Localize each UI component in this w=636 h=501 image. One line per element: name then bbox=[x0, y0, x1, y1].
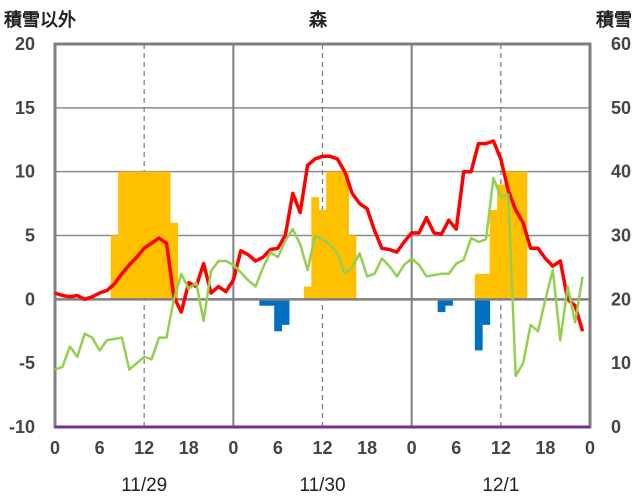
x-hour-tick-label: 0 bbox=[50, 438, 60, 458]
bar bbox=[474, 273, 483, 300]
bar-layer bbox=[110, 171, 528, 351]
date-label: 11/30 bbox=[299, 475, 345, 496]
y-left-tick-label: 10 bbox=[15, 162, 35, 182]
bar bbox=[311, 197, 320, 300]
chart-title: 森 bbox=[309, 9, 328, 30]
x-hour-tick-label: 18 bbox=[535, 438, 555, 458]
series-line bbox=[54, 176, 584, 378]
y-right-tick-label: 40 bbox=[611, 162, 631, 182]
x-hour-tick-label: 0 bbox=[407, 438, 417, 458]
x-hour-tick-label: 6 bbox=[451, 438, 461, 458]
bar bbox=[497, 184, 505, 300]
bar bbox=[266, 299, 275, 306]
bar bbox=[147, 171, 156, 300]
bar bbox=[318, 209, 327, 300]
date-label: 12/1 bbox=[482, 475, 519, 496]
left-axis-title: 積雪以外 bbox=[3, 9, 76, 30]
bar bbox=[482, 299, 491, 325]
bar bbox=[140, 171, 149, 300]
bar bbox=[482, 273, 491, 300]
bar bbox=[519, 171, 528, 300]
line-layer bbox=[54, 139, 590, 429]
series-line bbox=[54, 139, 585, 332]
bar bbox=[326, 171, 335, 300]
x-hour-tick-label: 12 bbox=[312, 438, 332, 458]
x-hour-tick-label: 12 bbox=[491, 438, 511, 458]
bar bbox=[281, 299, 290, 325]
x-hour-tick-label: 6 bbox=[273, 438, 283, 458]
bar bbox=[511, 171, 520, 300]
y-left-tick-label: -5 bbox=[19, 353, 35, 373]
bar bbox=[162, 171, 171, 300]
y-right-tick-label: 50 bbox=[611, 98, 631, 118]
right-axis-title: 積雪 bbox=[595, 9, 632, 30]
bar bbox=[445, 299, 453, 306]
y-right-tick-label: 60 bbox=[611, 34, 631, 54]
x-hour-tick-label: 0 bbox=[585, 438, 595, 458]
bar bbox=[474, 299, 483, 351]
y-right-tick-label: 0 bbox=[611, 417, 621, 437]
x-hour-tick-label: 6 bbox=[95, 438, 105, 458]
bar bbox=[504, 171, 513, 300]
date-label: 11/29 bbox=[121, 475, 167, 496]
x-hour-tick-label: 0 bbox=[228, 438, 238, 458]
bar bbox=[110, 235, 119, 300]
y-left-tick-label: 20 bbox=[15, 34, 35, 54]
x-hour-tick-label: 12 bbox=[134, 438, 154, 458]
bar bbox=[125, 171, 134, 300]
y-left-tick-label: -10 bbox=[9, 417, 35, 437]
bar bbox=[155, 171, 164, 300]
bar bbox=[437, 299, 446, 313]
x-hour-tick-label: 18 bbox=[179, 438, 199, 458]
bar bbox=[333, 171, 342, 300]
bar bbox=[259, 299, 268, 306]
x-hour-tick-label: 18 bbox=[357, 438, 377, 458]
y-right-tick-label: 10 bbox=[611, 353, 631, 373]
bar bbox=[341, 171, 349, 300]
bar bbox=[303, 286, 312, 300]
y-right-tick-label: 30 bbox=[611, 226, 631, 246]
bar bbox=[274, 299, 283, 332]
y-left-tick-label: 0 bbox=[25, 289, 35, 309]
bar bbox=[170, 222, 179, 300]
y-left-tick-label: 15 bbox=[15, 98, 35, 118]
bar bbox=[133, 171, 141, 300]
y-left-tick-label: 5 bbox=[25, 226, 35, 246]
bar bbox=[489, 209, 498, 300]
y-right-tick-label: 20 bbox=[611, 289, 631, 309]
bar bbox=[118, 171, 126, 300]
